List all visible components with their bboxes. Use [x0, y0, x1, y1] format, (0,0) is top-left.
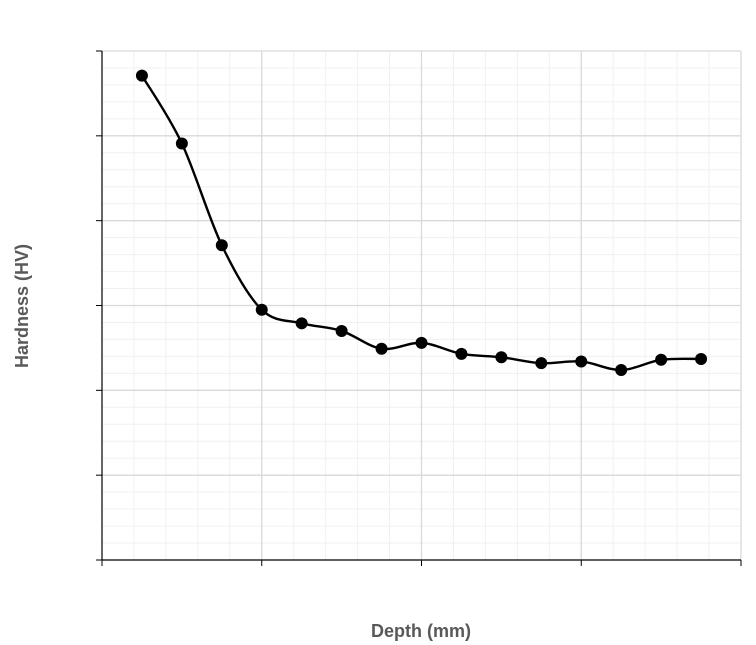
data-point — [455, 347, 468, 360]
data-point — [295, 317, 308, 330]
major-gridlines — [102, 50, 742, 560]
data-point — [495, 351, 508, 364]
data-point — [215, 239, 228, 252]
axes — [96, 50, 742, 566]
data-point — [135, 69, 148, 82]
data-point — [375, 342, 388, 355]
data-point — [255, 303, 268, 316]
data-point — [175, 137, 188, 150]
data-point — [415, 336, 428, 349]
data-point — [695, 352, 708, 365]
data-point — [535, 357, 548, 370]
x-axis-title: Depth (mm) — [371, 621, 471, 641]
data-point — [335, 324, 348, 337]
y-axis-title: Hardness (HV) — [12, 244, 32, 368]
data-point — [655, 353, 668, 366]
series-line — [135, 69, 708, 376]
data-point — [615, 363, 628, 376]
data-point — [575, 355, 588, 368]
